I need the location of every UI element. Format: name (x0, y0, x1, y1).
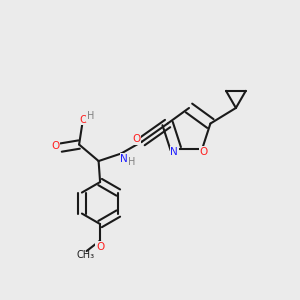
Text: N: N (120, 154, 128, 164)
Text: H: H (87, 111, 94, 121)
Text: O: O (80, 115, 88, 124)
Text: O: O (200, 147, 208, 157)
Text: O: O (133, 134, 141, 144)
Text: O: O (96, 242, 104, 251)
Text: H: H (128, 157, 135, 167)
Text: O: O (52, 141, 60, 151)
Text: N: N (170, 147, 178, 157)
Text: CH₃: CH₃ (76, 250, 94, 260)
